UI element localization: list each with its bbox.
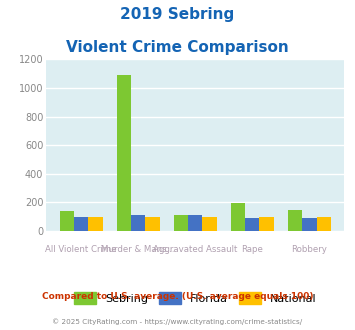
- Bar: [131, 214, 145, 231]
- Text: Violent Crime Comparison: Violent Crime Comparison: [66, 40, 289, 54]
- Bar: [88, 217, 103, 231]
- Text: 2019 Sebring: 2019 Sebring: [120, 7, 235, 21]
- Legend: Sebring, Florida, National: Sebring, Florida, National: [69, 288, 321, 308]
- Bar: [260, 217, 274, 231]
- Text: Murder & Mans...: Murder & Mans...: [102, 245, 175, 254]
- Bar: [302, 218, 317, 231]
- Bar: [60, 211, 74, 231]
- Text: Robbery: Robbery: [291, 245, 327, 254]
- Bar: [288, 210, 302, 231]
- Text: © 2025 CityRating.com - https://www.cityrating.com/crime-statistics/: © 2025 CityRating.com - https://www.city…: [53, 318, 302, 325]
- Bar: [174, 215, 188, 231]
- Text: Compared to U.S. average. (U.S. average equals 100): Compared to U.S. average. (U.S. average …: [42, 292, 313, 301]
- Bar: [145, 217, 160, 231]
- Text: Rape: Rape: [241, 245, 263, 254]
- Bar: [117, 75, 131, 231]
- Text: All Violent Crime: All Violent Crime: [45, 245, 117, 254]
- Bar: [317, 217, 331, 231]
- Text: Aggravated Assault: Aggravated Assault: [153, 245, 237, 254]
- Bar: [245, 218, 260, 231]
- Bar: [188, 215, 202, 231]
- Bar: [74, 217, 88, 231]
- Bar: [231, 203, 245, 231]
- Bar: [202, 217, 217, 231]
